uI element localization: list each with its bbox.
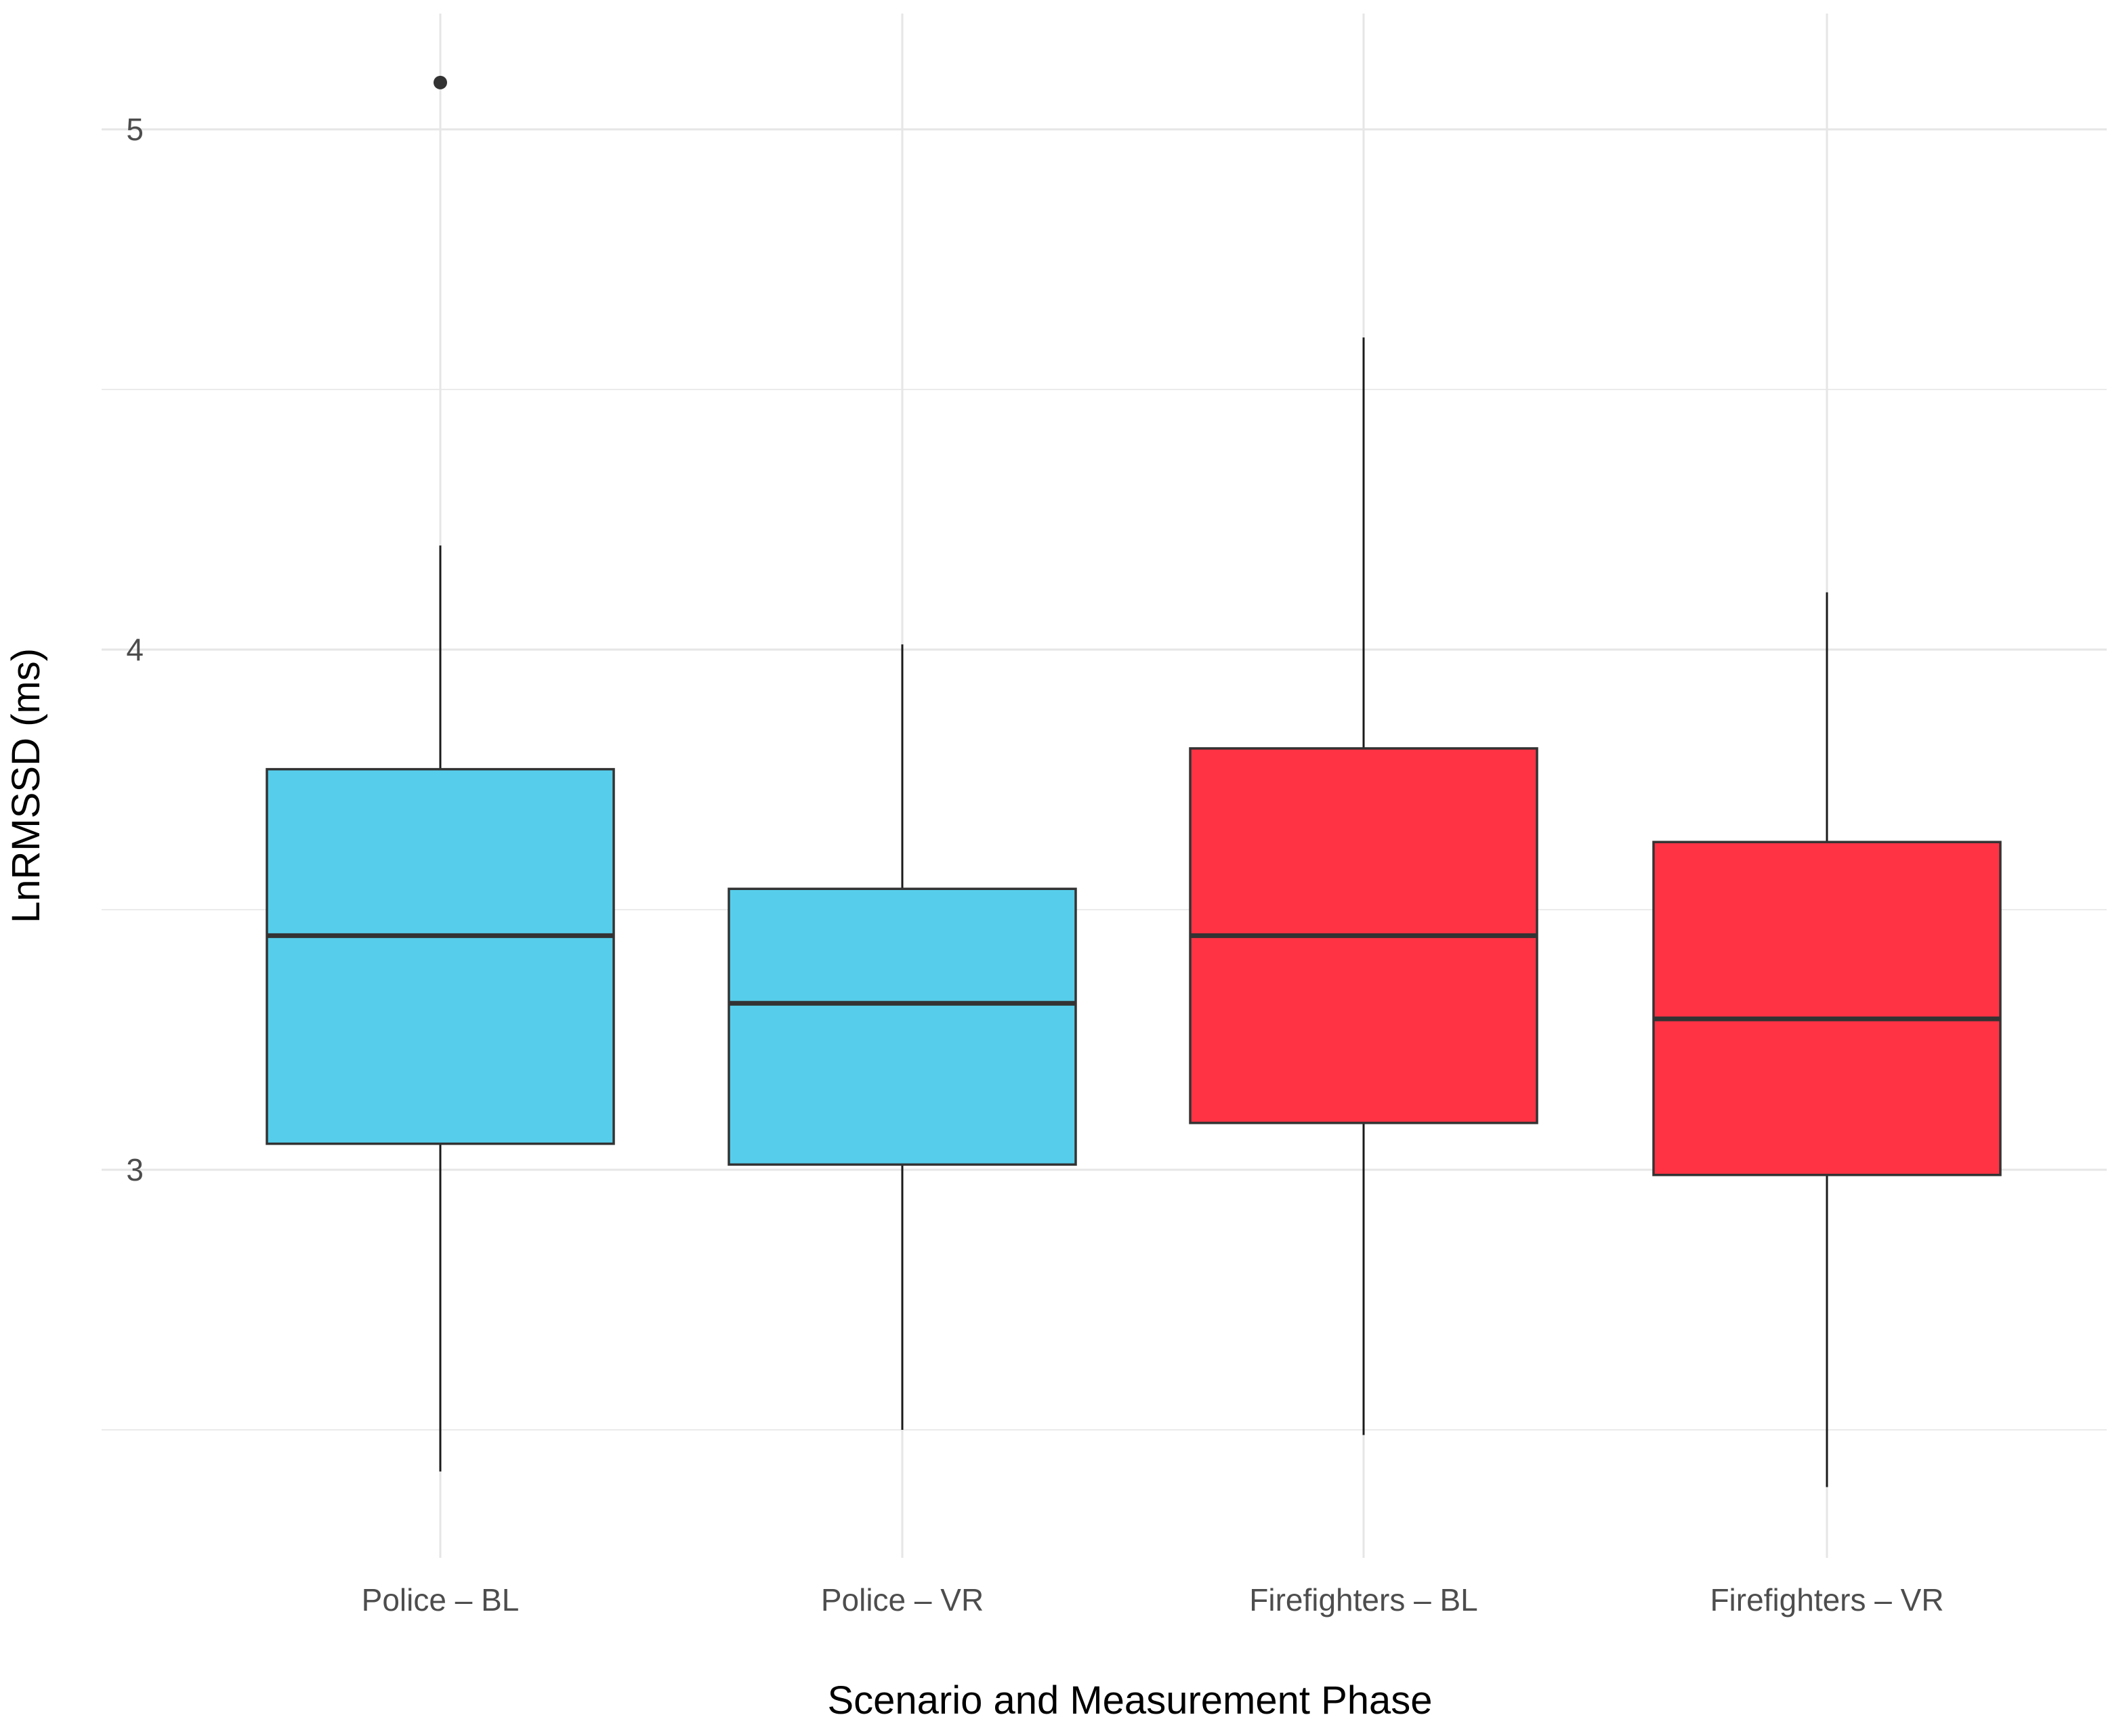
x-tick-label: Police – VR — [821, 1582, 984, 1617]
box-body — [1652, 841, 2002, 1177]
box-body — [728, 887, 1077, 1166]
box-3 — [1652, 592, 2002, 1487]
outlier-point — [434, 75, 447, 89]
box-2 — [1189, 337, 1538, 1435]
box-1 — [728, 644, 1077, 1430]
box-0 — [266, 75, 615, 1472]
x-tick-label: Police – BL — [362, 1582, 520, 1617]
x-tick-label: Firefighters – BL — [1249, 1582, 1477, 1617]
x-axis-title: Scenario and Measurement Phase — [827, 1678, 1432, 1722]
y-tick-labels: 3 4 5 — [126, 112, 144, 1187]
y-tick-label: 5 — [126, 112, 144, 147]
y-axis-title: LnRMSSD (ms) — [4, 648, 48, 923]
y-tick-label: 4 — [126, 632, 144, 667]
box-body — [266, 767, 615, 1145]
y-tick-label: 3 — [126, 1152, 144, 1187]
x-tick-labels: Police – BL Police – VR Firefighters – BL F… — [362, 1582, 1944, 1617]
x-tick-label: Firefighters – VR — [1710, 1582, 1943, 1617]
boxes — [266, 75, 2002, 1487]
